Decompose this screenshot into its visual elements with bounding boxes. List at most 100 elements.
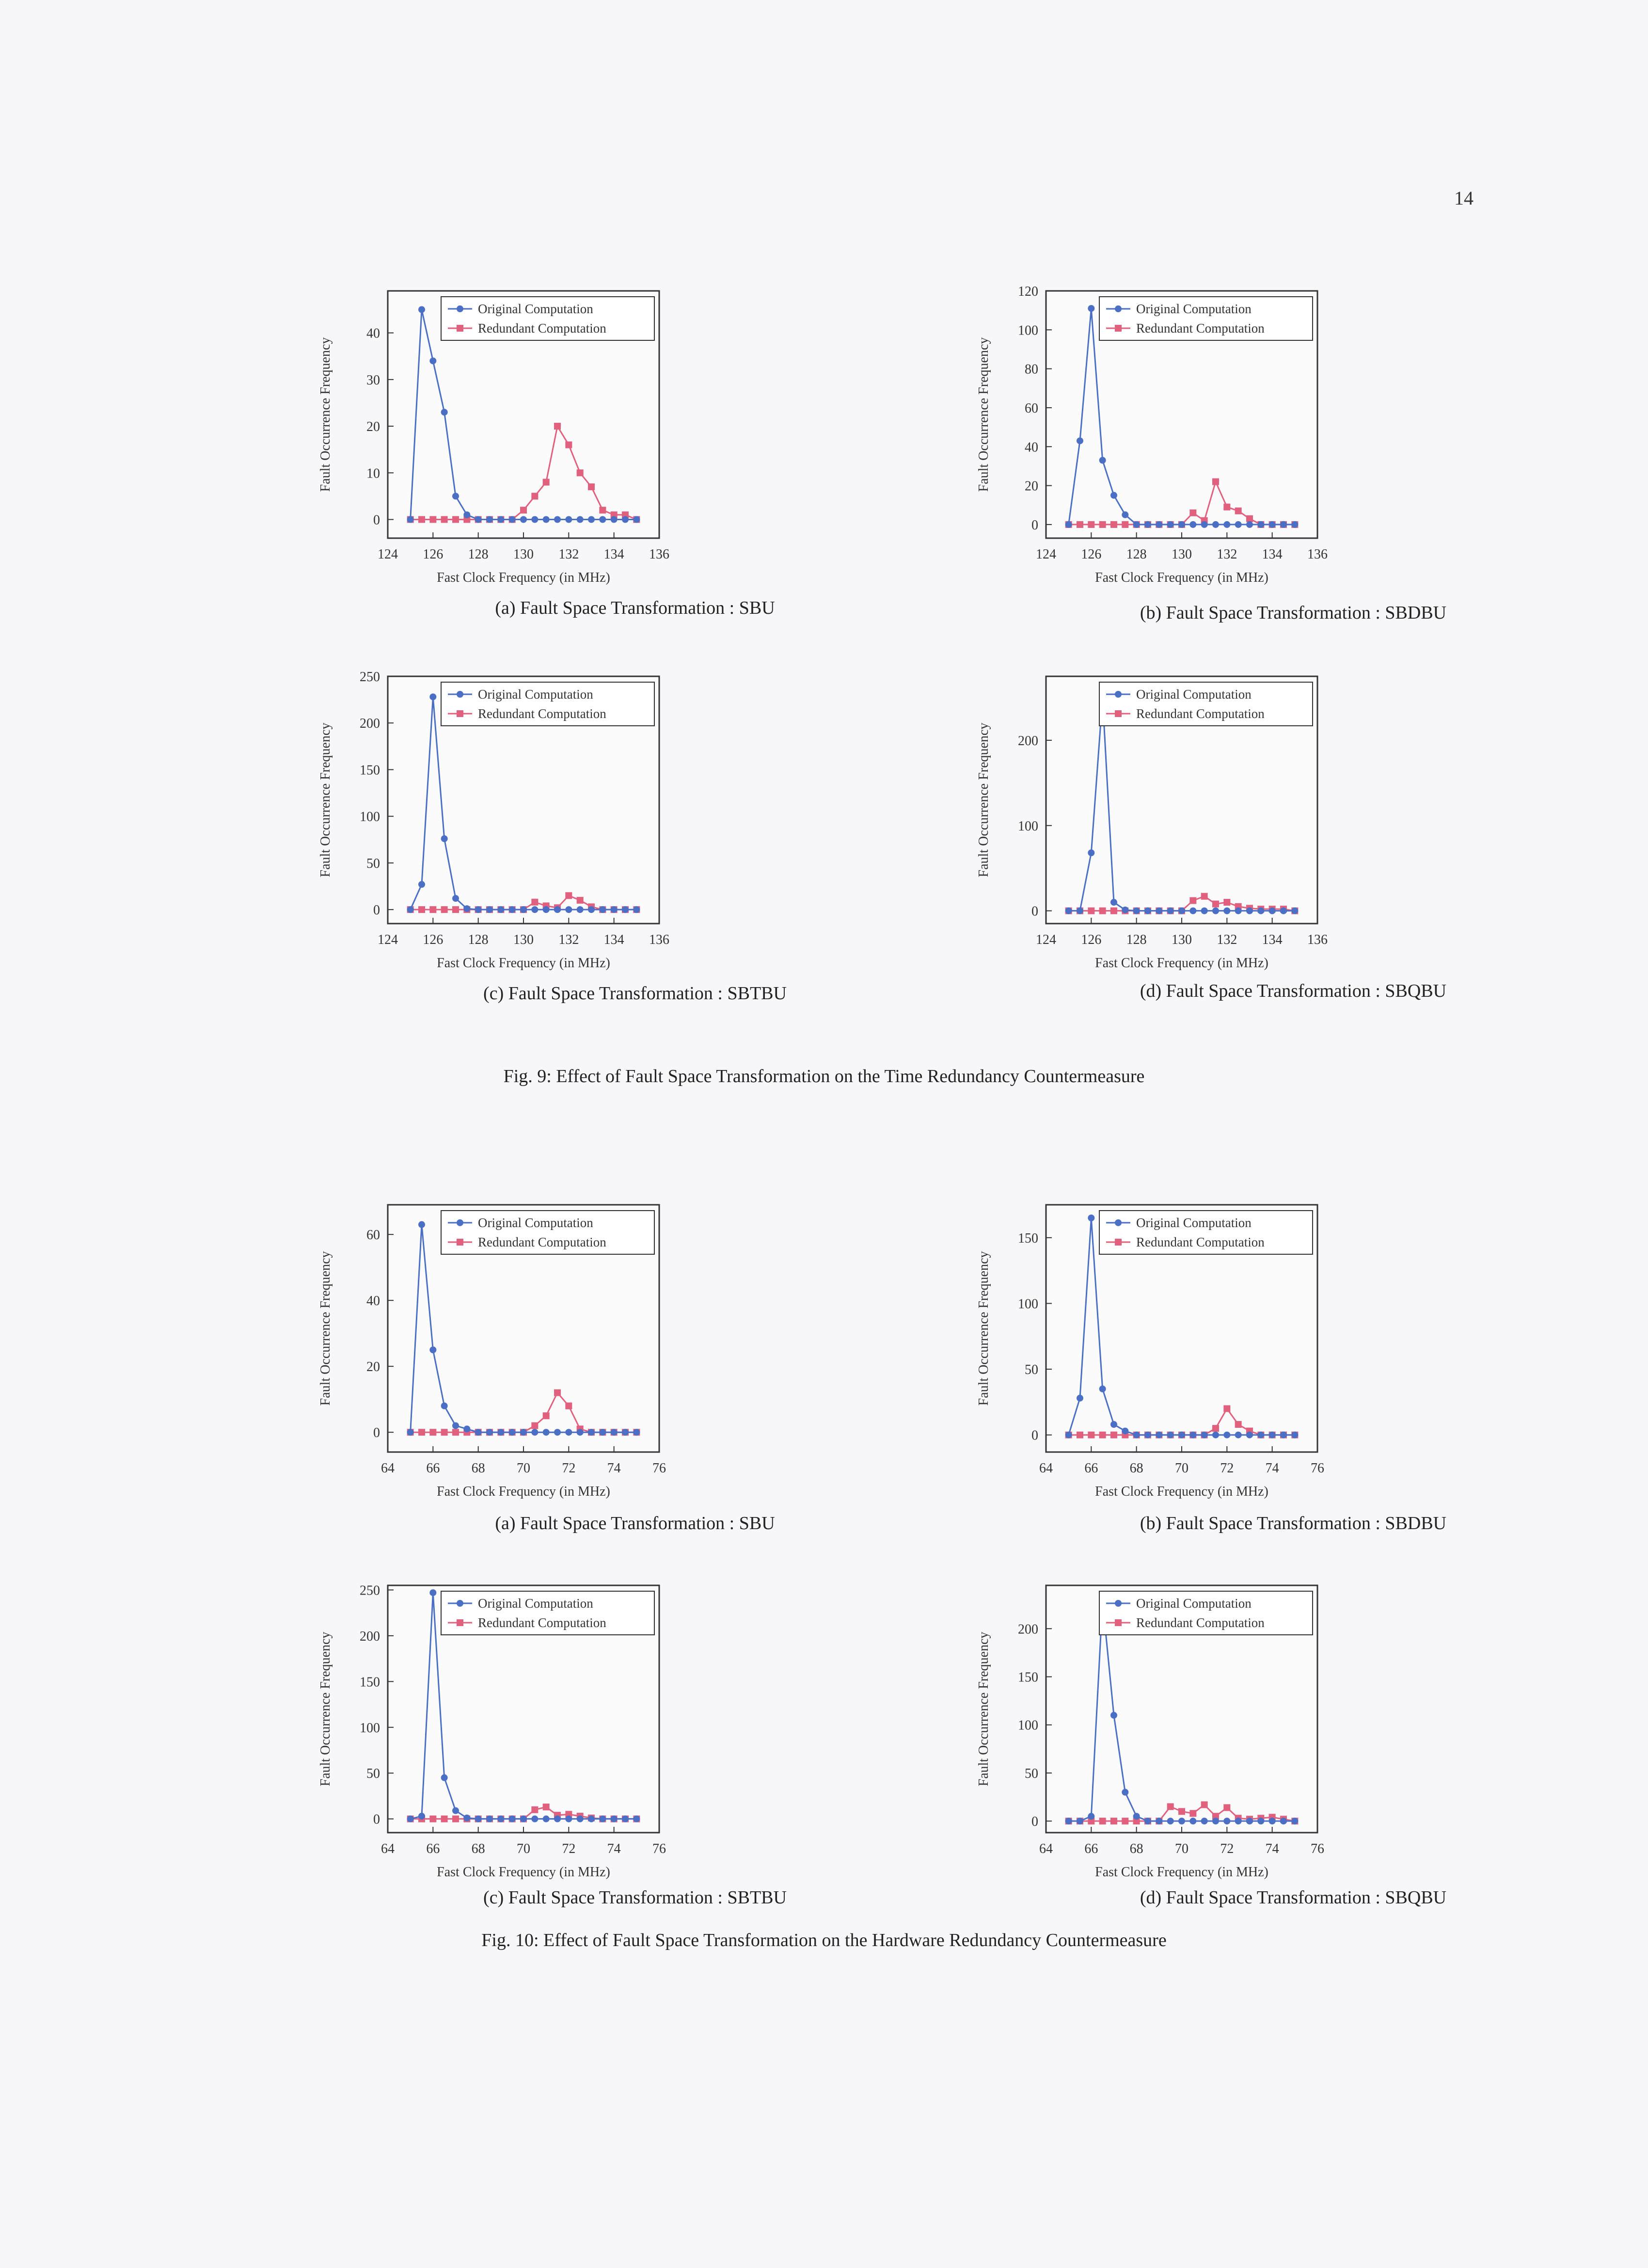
data-point-redundant [1110,521,1117,528]
data-point-original [542,516,550,523]
data-point-redundant [1099,521,1106,528]
data-point-original [554,1815,561,1822]
data-point-original [599,1429,606,1436]
chart-10d: 64 66 68 70 72 74 76 0 50 100 150 200 Fast Clock Fre… [976,1584,1324,1880]
data-point-redundant [452,516,459,523]
data-point-original [565,1815,572,1822]
data-point-original [1178,1431,1185,1438]
data-point-original [475,516,482,523]
data-point-original [565,906,572,913]
figure-caption: Fig. 10: Effect of Fault Space Transform… [481,1930,1167,1950]
data-point-original [1156,1431,1163,1438]
y-tick-label: 20 [366,1359,380,1374]
data-point-original [1246,907,1253,914]
data-point-original [554,906,561,913]
y-axis-label: Fault Occurrence Frequency [318,1632,333,1787]
data-point-redundant [542,1804,550,1811]
legend: Original Computation Redundant Computatio… [441,682,655,726]
x-tick-label: 74 [607,1461,621,1476]
legend: Original Computation Redundant Computatio… [1099,682,1313,726]
y-tick-label: 20 [366,419,380,434]
y-axis-label: Fault Occurrence Frequency [976,337,991,492]
x-tick-label: 64 [1039,1461,1053,1476]
data-point-original [1201,521,1208,528]
x-tick-label: 66 [426,1841,440,1856]
subcaption: (b) Fault Space Transformation : SBDBU [1140,603,1447,623]
data-point-original [1246,1431,1253,1438]
legend-label-redundant: Redundant Computation [478,1235,606,1249]
subcaption: (a) Fault Space Transformation : SBU [495,598,775,618]
data-point-redundant [418,1429,425,1436]
data-point-original [1257,907,1265,914]
data-point-original [497,516,505,523]
data-point-original [1212,1818,1219,1825]
data-point-redundant [429,1815,437,1822]
data-point-original [1212,1431,1219,1438]
data-point-redundant [1223,899,1231,906]
y-tick-label: 120 [1018,284,1038,299]
data-point-original [508,516,516,523]
x-tick-label: 74 [607,1841,621,1856]
x-axis-label: Fast Clock Frequency (in MHz) [1095,1865,1268,1880]
y-tick-label: 0 [373,1812,380,1827]
x-tick-label: 132 [1217,547,1237,562]
subfigure-10b: 64 66 68 70 72 74 76 0 50 100 150 Fast Clock Freque… [949,1200,1648,1533]
y-tick-label: 0 [1031,904,1038,919]
x-tick-label: 74 [1266,1461,1279,1476]
data-point-original [1133,1813,1140,1820]
x-tick-label: 64 [381,1461,395,1476]
data-point-original [565,1429,572,1436]
data-point-redundant [429,1429,437,1436]
data-point-redundant [565,892,572,899]
data-point-original [520,1815,527,1822]
data-point-original [1268,521,1276,528]
data-point-original [599,1815,606,1822]
data-point-redundant [1122,521,1129,528]
data-point-original [1133,1431,1140,1438]
data-point-original [531,906,539,913]
legend-label-original: Original Computation [1136,1215,1252,1230]
data-point-redundant [576,896,584,904]
y-tick-label: 50 [1025,1766,1038,1781]
y-tick-label: 40 [366,326,380,341]
data-point-redundant [418,516,425,523]
data-point-original [542,906,550,913]
data-point-original [497,1429,505,1436]
data-point-original [1189,521,1197,528]
x-tick-label: 126 [1081,932,1101,947]
data-point-original [1133,907,1140,914]
x-tick-label: 66 [426,1461,440,1476]
data-point-redundant [441,1429,448,1436]
data-point-redundant [520,507,527,514]
y-axis-label: Fault Occurrence Frequency [976,723,991,878]
data-point-original [486,906,493,913]
data-point-original [531,1815,539,1822]
data-point-original [1280,521,1287,528]
legend-marker-original [1115,691,1122,698]
legend-label-original: Original Computation [478,687,593,702]
y-tick-label: 150 [1018,1670,1038,1685]
chart-9b: 124 126 128 130 132 134 136 0 20 40 60 80 100 120 Fast… [976,284,1328,585]
x-tick-label: 128 [468,932,489,947]
data-point-original [610,906,618,913]
data-point-original [1144,907,1151,914]
data-point-original [1189,1818,1197,1825]
data-point-redundant [1201,893,1208,900]
y-tick-label: 250 [360,1583,380,1598]
y-tick-label: 0 [1031,1428,1038,1443]
data-point-redundant [1110,1431,1117,1438]
legend-marker-original [457,305,463,312]
legend: Original Computation Redundant Computatio… [441,296,655,341]
data-point-original [576,906,584,913]
x-tick-label: 134 [604,547,624,562]
chart-10a: 64 66 68 70 72 74 76 0 20 40 60 Fast Clock Frequenc… [318,1204,666,1499]
y-tick-label: 100 [1018,1296,1038,1311]
data-point-redundant [1088,1431,1095,1438]
data-point-original [1178,521,1185,528]
legend-label-redundant: Redundant Computation [1136,1235,1265,1249]
data-point-original [486,1815,493,1822]
data-point-original [1110,1711,1117,1719]
legend: Original Computation Redundant Computatio… [441,1210,655,1255]
data-point-redundant [441,906,448,913]
subfigure-9d: 124 126 128 130 132 134 136 0 100 200 Fast Clock F… [949,671,1648,1001]
